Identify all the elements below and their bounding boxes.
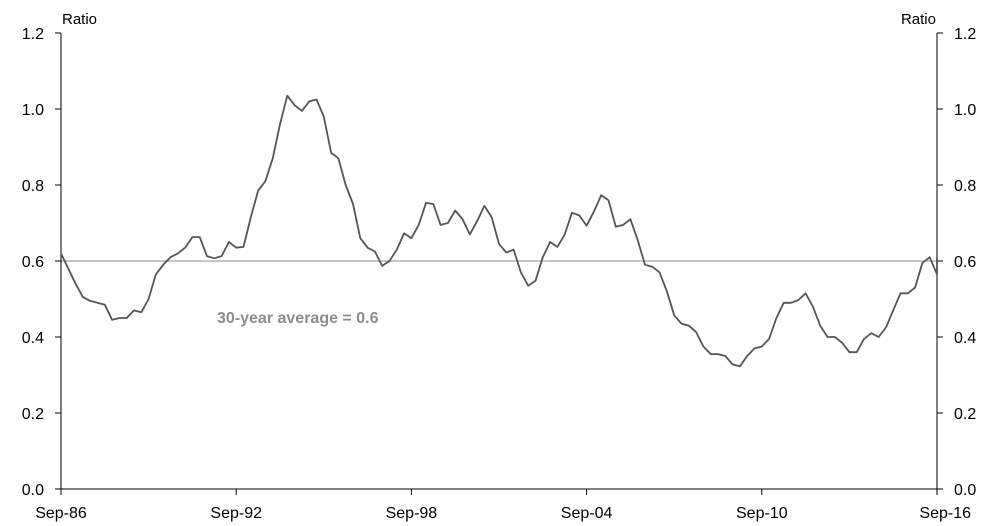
x-tick-label: Sep-98 (386, 505, 438, 522)
left-y-tick-label: 0.0 (22, 482, 44, 499)
right-y-tick-label: 0.4 (954, 330, 976, 347)
right-y-tick-label: 1.0 (954, 102, 976, 119)
left-y-tick-label: 0.8 (22, 178, 44, 195)
left-y-tick-label: 1.2 (22, 26, 44, 43)
series-line-0 (60, 94, 938, 368)
x-tick-label: Sep-16 (919, 505, 971, 522)
left-unit-label: Ratio (62, 11, 97, 28)
left-y-tick-label: 1.0 (22, 102, 44, 119)
x-tick-label: Sep-10 (736, 505, 788, 522)
x-tick-label: Sep-86 (35, 505, 87, 522)
left-y-tick-label: 0.2 (22, 406, 44, 423)
right-y-tick-label: 1.2 (954, 26, 976, 43)
left-y-tick-label: 0.4 (22, 330, 44, 347)
left-y-tick-label: 0.6 (22, 254, 44, 271)
x-tick-label: Sep-04 (561, 505, 613, 522)
x-tick-label: Sep-92 (210, 505, 262, 522)
right-y-tick-label: 0.6 (954, 254, 976, 271)
right-y-tick-label: 0.0 (954, 482, 976, 499)
right-y-tick-label: 0.2 (954, 406, 976, 423)
ticks-layer: 0.0 0.0 0.2 0.2 0.4 0.4 0.6 0.6 0.8 0.8 1.0 1.0 1.2 1… (22, 26, 977, 522)
right-unit-label: Ratio (901, 11, 936, 28)
right-y-tick-label: 0.8 (954, 178, 976, 195)
average-annotation: 30-year average = 0.6 (217, 310, 379, 327)
series-layer (60, 94, 938, 368)
